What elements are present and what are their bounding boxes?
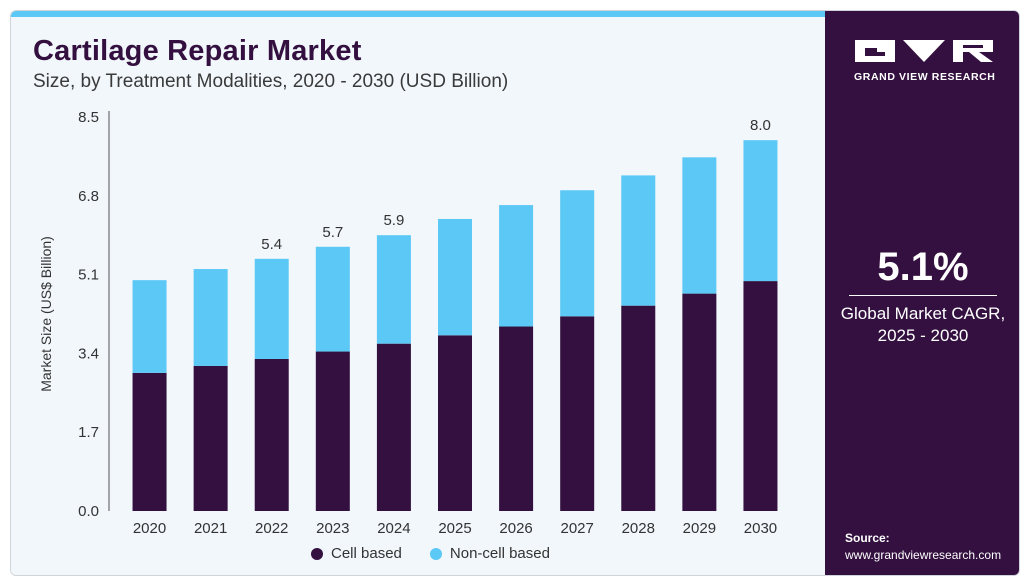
x-tick-label: 2029	[683, 520, 716, 537]
bar-non-cell-based	[376, 235, 411, 344]
source-url: www.grandviewresearch.com	[845, 548, 1002, 562]
x-tick-label: 2023	[316, 520, 349, 537]
bar-cell-based	[193, 365, 228, 511]
bar-cell-based	[682, 293, 717, 511]
y-tick-label: 1.7	[78, 424, 99, 441]
bar-non-cell-based	[315, 246, 350, 352]
cagr-label: Global Market CAGR, 2025 - 2030	[825, 303, 1019, 347]
bar-total-label: 5.4	[261, 236, 282, 253]
bar-non-cell-based	[499, 205, 534, 327]
stacked-bar-chart: 0.0 1.7 3.4 5.1 6.8 8.5 Market Size (US$ Billi…	[38, 109, 778, 537]
cagr-divider	[849, 295, 997, 296]
bar-cell-based	[254, 358, 289, 511]
x-tick-label: 2028	[622, 520, 655, 537]
bar-cell-based	[499, 326, 534, 511]
y-axis-label: Market Size (US$ Billion)	[38, 236, 54, 392]
legend-swatch-non-cell-based	[429, 547, 442, 560]
cagr-value: 5.1%	[877, 245, 969, 289]
y-tick-label: 0.0	[78, 503, 99, 520]
chart-legend: Cell based Non-cell based	[311, 545, 550, 562]
y-tick-label: 5.1	[78, 267, 99, 284]
top-accent-bar	[11, 11, 827, 17]
bar-non-cell-based	[743, 140, 778, 282]
legend-item-non-cell-based: Non-cell based	[429, 545, 550, 562]
cagr-label-line1: Global Market CAGR,	[840, 304, 1006, 323]
x-tick-label: 2020	[133, 520, 166, 537]
x-tick-label: 2022	[255, 520, 288, 537]
infographic-frame: Cartilage Repair Market Size, by Treatme…	[10, 10, 1020, 576]
legend-label-cell-based: Cell based	[331, 545, 402, 562]
y-tick-label: 8.5	[78, 109, 99, 126]
chart-title: Cartilage Repair Market	[33, 35, 362, 67]
bar-non-cell-based	[193, 269, 228, 366]
bar-cell-based	[560, 316, 595, 511]
bar-non-cell-based	[438, 218, 472, 336]
x-tick-label: 2026	[499, 520, 532, 537]
bar-total-label: 5.7	[322, 224, 343, 241]
legend-swatch-cell-based	[311, 547, 323, 560]
summary-panel: GRAND VIEW RESEARCH 5.1% Global Market C…	[825, 11, 1019, 575]
cagr-label-line2: 2025 - 2030	[877, 326, 969, 345]
bar-non-cell-based	[560, 190, 595, 317]
bar-non-cell-based	[621, 175, 656, 306]
x-tick-label: 2030	[744, 520, 777, 537]
bar-non-cell-based	[682, 157, 717, 294]
bar-cell-based	[315, 351, 350, 511]
bar-non-cell-based	[254, 258, 289, 359]
gvr-logo-icon	[855, 40, 993, 62]
legend-label-non-cell-based: Non-cell based	[449, 545, 550, 562]
x-tick-label: 2021	[194, 520, 227, 537]
source-label: Source:	[845, 531, 890, 545]
bar-cell-based	[743, 281, 778, 511]
bar-cell-based	[376, 343, 411, 511]
legend-item-cell-based: Cell based	[311, 545, 402, 562]
bar-cell-based	[621, 305, 656, 511]
bar-non-cell-based	[132, 280, 167, 373]
x-tick-label: 2025	[438, 520, 471, 537]
chart-subtitle: Size, by Treatment Modalities, 2020 - 20…	[33, 71, 509, 92]
x-tick-label: 2027	[560, 520, 593, 537]
bar-cell-based	[132, 372, 167, 511]
bar-total-label: 5.9	[383, 212, 404, 229]
x-tick-label: 2024	[377, 520, 410, 537]
bar-total-label: 8.0	[750, 117, 771, 134]
y-tick-label: 3.4	[78, 345, 99, 362]
bar-cell-based	[438, 335, 472, 511]
chart-panel: Cartilage Repair Market Size, by Treatme…	[11, 17, 827, 575]
y-tick-label: 6.8	[78, 188, 99, 205]
brand-name: GRAND VIEW RESEARCH	[854, 71, 996, 83]
